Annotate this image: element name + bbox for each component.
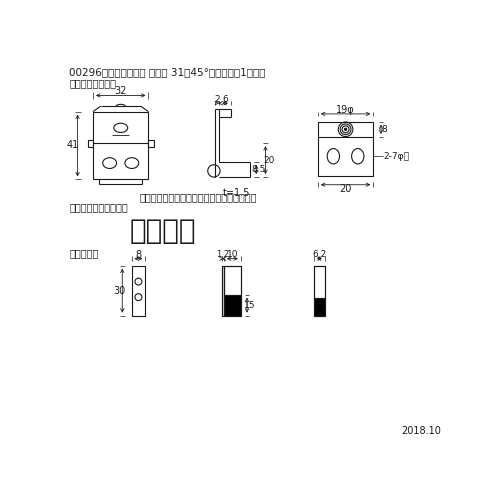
Text: 20: 20 (263, 156, 274, 164)
Bar (314, 266, 325, 316)
Text: ・傾斜ホルダー上: ・傾斜ホルダー上 (69, 78, 116, 88)
Text: 8: 8 (381, 125, 387, 134)
Circle shape (344, 128, 346, 130)
Text: 15: 15 (244, 300, 256, 310)
Text: 8.5: 8.5 (252, 165, 266, 174)
Text: t=1.5: t=1.5 (223, 188, 250, 198)
Text: 8: 8 (136, 250, 141, 260)
Text: 1.2: 1.2 (216, 250, 230, 260)
Text: 付属品：パネル固定パーツ、ワッシャー付き: 付属品：パネル固定パーツ、ワッシャー付き (140, 192, 257, 202)
Bar (222, 266, 224, 316)
Bar (314, 266, 325, 298)
Text: 00296（受）傾斜吹戸 脱着式 31～45°前セット（1枚分）: 00296（受）傾斜吹戸 脱着式 31～45°前セット（1枚分） (69, 67, 266, 77)
Bar (93, 112, 148, 180)
Bar (222, 266, 224, 316)
Bar (148, 140, 154, 146)
Bar (224, 266, 241, 294)
Text: ・端カバー: ・端カバー (69, 248, 98, 258)
Text: 6: 6 (222, 95, 228, 104)
Text: 都度設定: 都度設定 (129, 217, 196, 245)
Text: 32: 32 (114, 86, 127, 96)
Bar (132, 266, 145, 316)
Text: 30: 30 (113, 286, 126, 296)
Bar (224, 294, 241, 316)
Text: 2-7φ穴: 2-7φ穴 (384, 152, 409, 161)
Bar (224, 266, 241, 316)
Text: 6.2: 6.2 (312, 250, 326, 260)
Text: 2: 2 (214, 95, 220, 104)
Text: 20: 20 (340, 184, 352, 194)
Text: 41: 41 (67, 140, 79, 150)
Text: ・傾斜ホルダー下前用: ・傾斜ホルダー下前用 (69, 202, 128, 211)
Text: 10: 10 (226, 250, 238, 260)
Bar (88, 140, 93, 146)
Text: 2018.10: 2018.10 (401, 426, 441, 436)
Bar (314, 298, 325, 316)
Bar (318, 122, 374, 176)
Text: 19φ: 19φ (336, 105, 355, 115)
